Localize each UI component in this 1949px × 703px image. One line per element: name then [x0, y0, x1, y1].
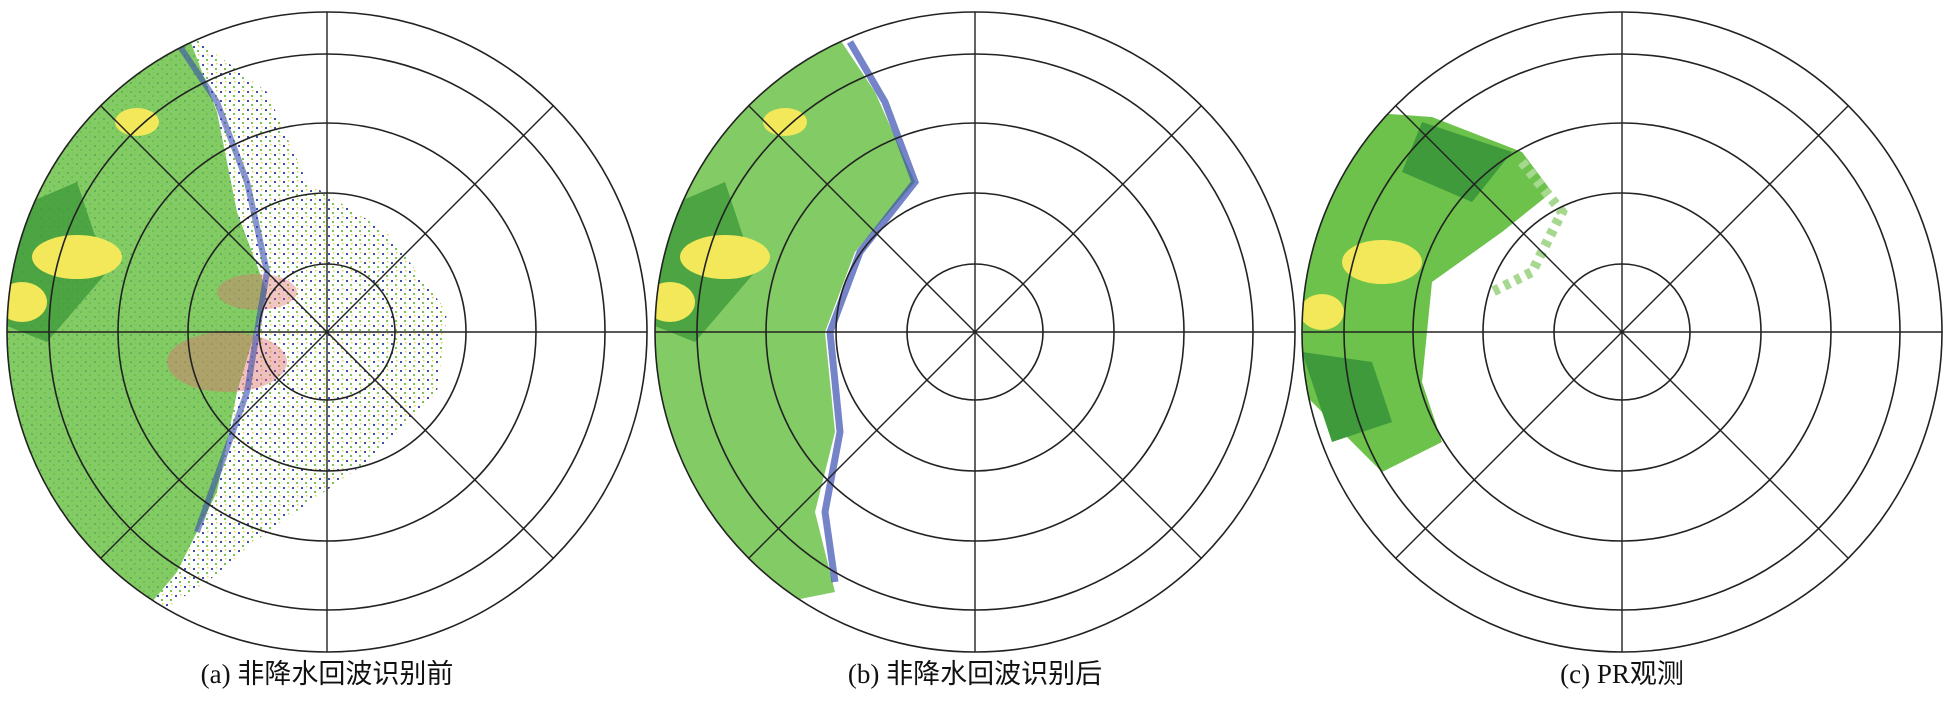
spoke	[748, 105, 1202, 559]
caption: (c) PR观测	[1560, 659, 1684, 689]
echo-a	[7, 32, 447, 632]
spoke	[1395, 105, 1849, 559]
spoke	[100, 105, 554, 559]
caption: (b) 非降水回波识别后	[848, 659, 1102, 689]
caption: (a) 非降水回波识别前	[201, 659, 454, 689]
echo-c	[1302, 112, 1568, 472]
